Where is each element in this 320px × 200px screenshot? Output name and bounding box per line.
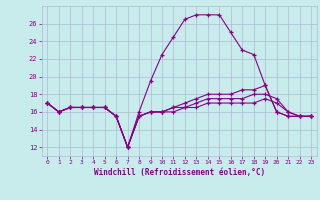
X-axis label: Windchill (Refroidissement éolien,°C): Windchill (Refroidissement éolien,°C) [94,168,265,177]
